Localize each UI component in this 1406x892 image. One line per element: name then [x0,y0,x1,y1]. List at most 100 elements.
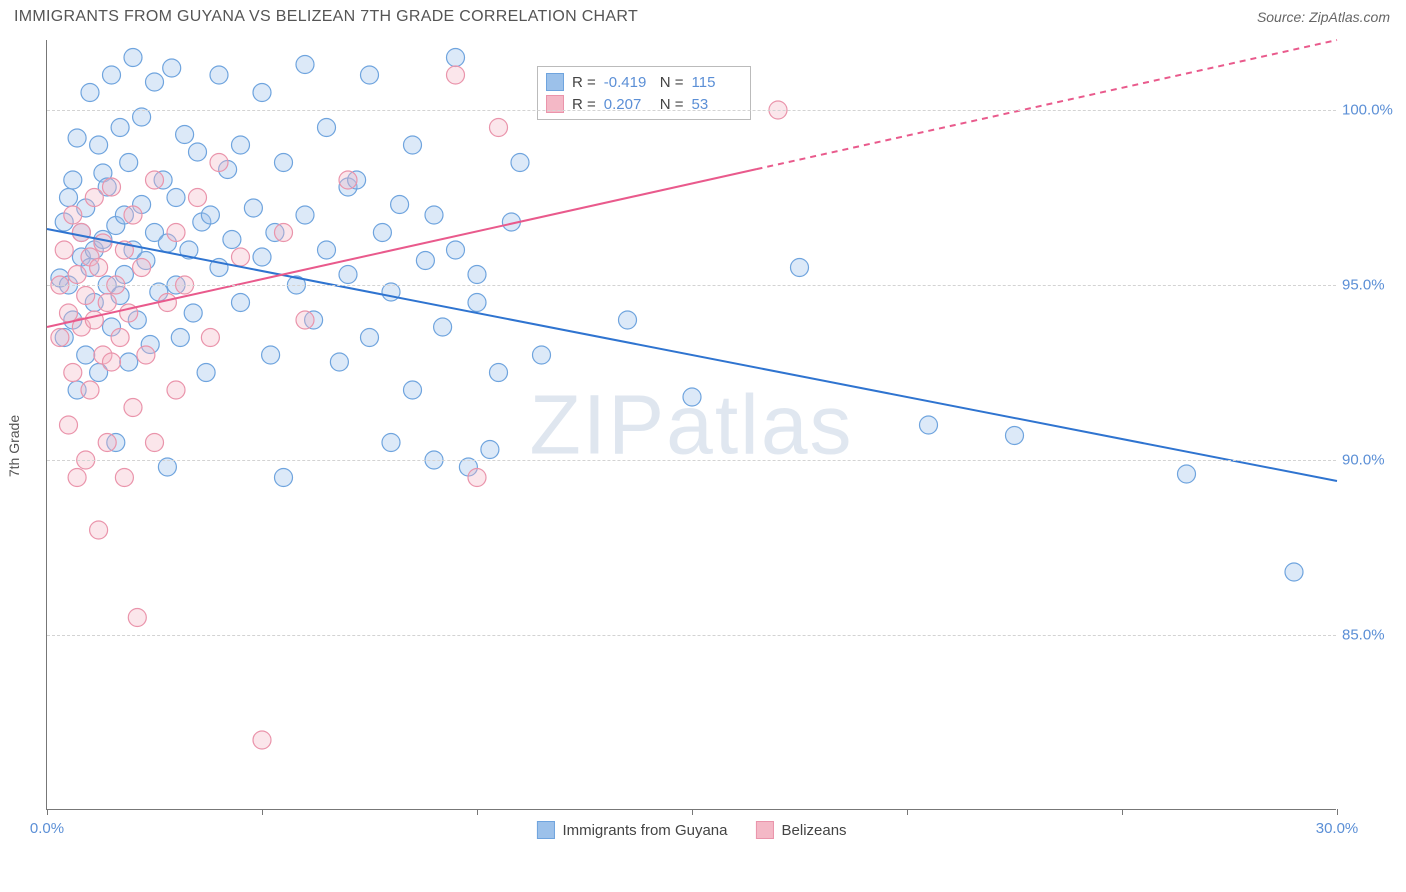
data-point [124,399,142,417]
data-point [373,224,391,242]
data-point [115,469,133,487]
data-point [120,154,138,172]
x-tick-mark [47,809,48,815]
data-point [468,266,486,284]
data-point [481,441,499,459]
data-point [1178,465,1196,483]
y-tick-label: 100.0% [1342,102,1398,119]
legend-row: R =-0.419N =115 [546,71,740,93]
data-point [103,178,121,196]
data-point [60,189,78,207]
data-point [60,416,78,434]
trend-line-extrapolated [757,40,1338,169]
data-point [81,381,99,399]
data-point [94,234,112,252]
data-point [201,329,219,347]
data-point [184,304,202,322]
data-point [244,199,262,217]
data-point [146,434,164,452]
data-point [90,136,108,154]
data-point [210,154,228,172]
legend-swatch [546,73,564,91]
data-point [361,66,379,84]
series-legend-item: Belizeans [756,821,847,839]
gridline-h [47,635,1336,636]
data-point [339,266,357,284]
data-point [1285,563,1303,581]
data-point [619,311,637,329]
data-point [81,84,99,102]
data-point [262,346,280,364]
correlation-legend: R =-0.419N =115R =0.207N =53 [537,66,751,120]
data-point [189,143,207,161]
data-point [447,241,465,259]
data-point [90,259,108,277]
data-point [189,189,207,207]
data-point [275,224,293,242]
data-point [791,259,809,277]
data-point [434,318,452,336]
data-point [167,381,185,399]
data-point [416,252,434,270]
x-tick-mark [692,809,693,815]
data-point [146,73,164,91]
data-point [339,171,357,189]
data-point [128,609,146,627]
data-point [68,129,86,147]
y-tick-label: 90.0% [1342,452,1398,469]
gridline-h [47,110,1336,111]
data-point [90,521,108,539]
data-point [490,364,508,382]
data-point [64,206,82,224]
legend-swatch [756,821,774,839]
data-point [296,206,314,224]
data-point [120,353,138,371]
x-tick-label: 30.0% [1316,820,1359,837]
data-point [124,49,142,67]
data-point [447,66,465,84]
legend-n-value: 115 [692,74,740,91]
data-point [447,49,465,67]
x-tick-mark [1122,809,1123,815]
data-point [72,224,90,242]
legend-r-value: -0.419 [604,74,652,91]
data-point [64,364,82,382]
data-point [1006,427,1024,445]
x-tick-mark [1337,809,1338,815]
data-point [171,329,189,347]
data-point [103,353,121,371]
data-point [176,126,194,144]
data-point [111,119,129,137]
data-point [404,381,422,399]
series-legend: Immigrants from GuyanaBelizeans [536,821,846,839]
data-point [425,206,443,224]
data-point [275,469,293,487]
data-point [64,171,82,189]
chart-plot-area: ZIPatlas R =-0.419N =115R =0.207N =53 Im… [46,40,1336,810]
data-point [77,346,95,364]
series-legend-label: Belizeans [782,822,847,839]
x-tick-mark [907,809,908,815]
data-point [98,434,116,452]
data-point [223,231,241,249]
legend-n-label: N = [660,74,684,91]
data-point [253,84,271,102]
data-point [98,294,116,312]
data-point [124,206,142,224]
data-point [210,66,228,84]
data-point [296,311,314,329]
data-point [296,56,314,74]
data-point [167,224,185,242]
data-point [382,434,400,452]
data-point [253,248,271,266]
data-point [55,241,73,259]
data-point [275,154,293,172]
data-point [683,388,701,406]
data-point [197,364,215,382]
data-point [167,189,185,207]
source-attribution: Source: ZipAtlas.com [1257,9,1390,25]
y-tick-label: 85.0% [1342,627,1398,644]
data-point [511,154,529,172]
x-tick-label: 0.0% [30,820,64,837]
data-point [468,469,486,487]
